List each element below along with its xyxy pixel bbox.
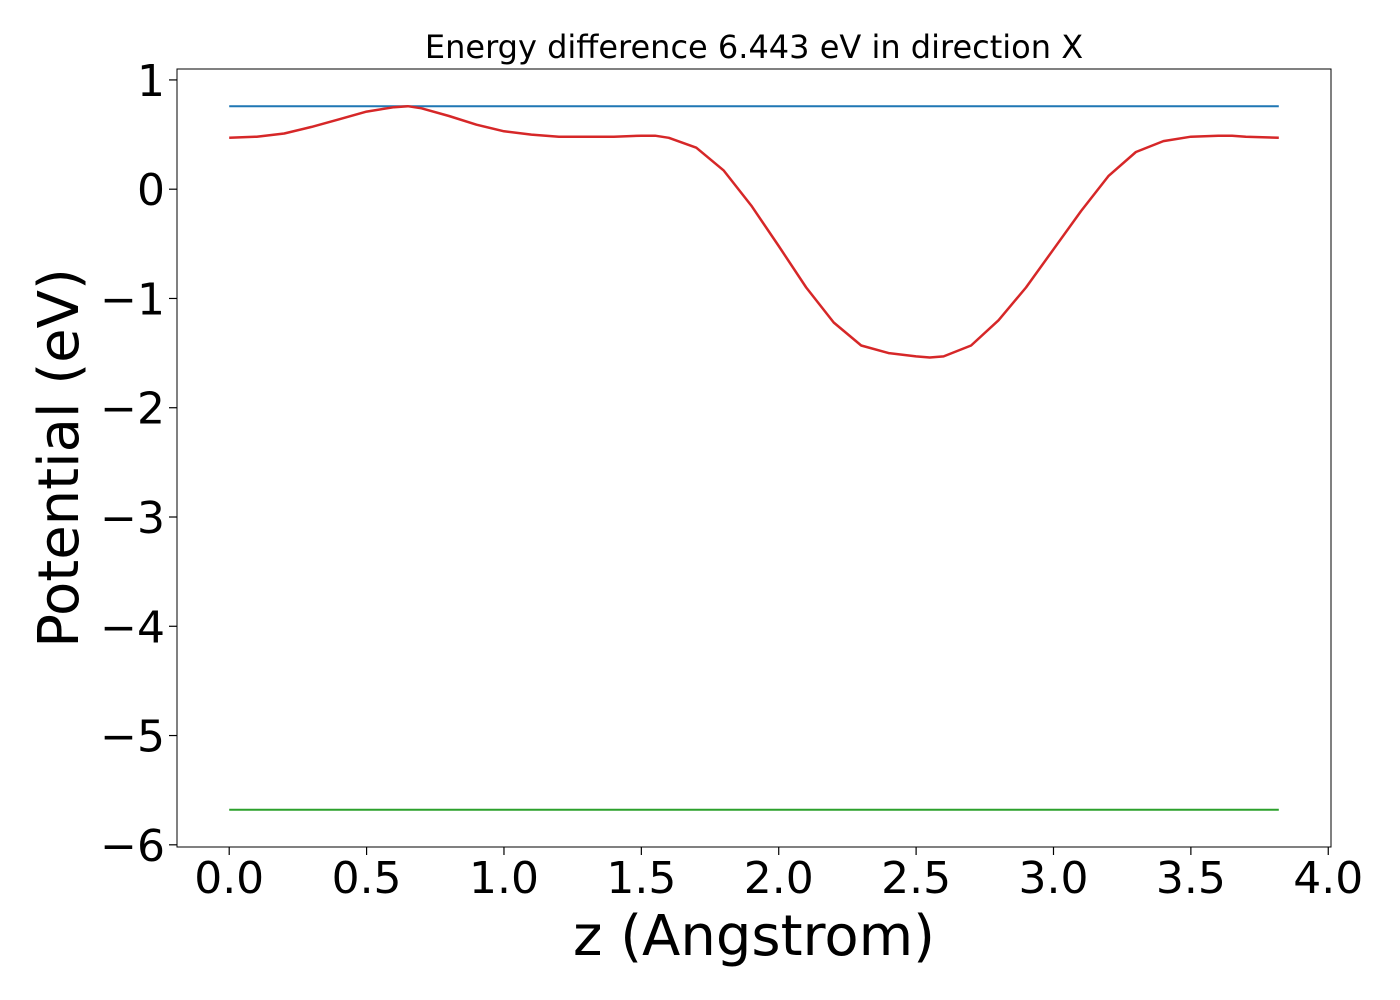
x-tick-label: 0.5 (332, 853, 402, 904)
y-tick-label: −2 (100, 384, 165, 435)
x-tick-label: 3.5 (1156, 853, 1226, 904)
x-tick-label: 4.0 (1293, 853, 1363, 904)
y-tick-label: −3 (100, 493, 165, 544)
x-tick-label: 0.0 (194, 853, 264, 904)
plot-frame (176, 68, 1332, 848)
series-line-2 (229, 104, 1279, 359)
x-tick-label: 1.5 (606, 853, 676, 904)
y-axis-ticks: −6 −5 −4 −3 −2 −1 0 1 (100, 56, 177, 872)
y-tick-label: −5 (100, 712, 165, 763)
y-axis-label: Potential (eV) (27, 268, 92, 648)
x-tick-label: 3.0 (1018, 853, 1088, 904)
y-tick-label: −4 (100, 602, 165, 653)
y-tick-label: −1 (100, 274, 165, 325)
series-layer (229, 104, 1279, 811)
y-tick-label: 0 (137, 165, 165, 216)
x-axis-label: z (Angstrom) (573, 904, 935, 969)
x-tick-label: 2.0 (744, 853, 814, 904)
x-axis-ticks: 0.0 0.5 1.0 1.5 2.0 2.5 3.0 3.5 4.0 (194, 847, 1363, 904)
x-tick-label: 2.5 (881, 853, 951, 904)
y-tick-label: 1 (137, 56, 165, 107)
x-tick-label: 1.0 (469, 853, 539, 904)
chart-title: Energy difference 6.443 eV in direction … (425, 28, 1083, 66)
y-tick-label: −6 (100, 821, 165, 872)
